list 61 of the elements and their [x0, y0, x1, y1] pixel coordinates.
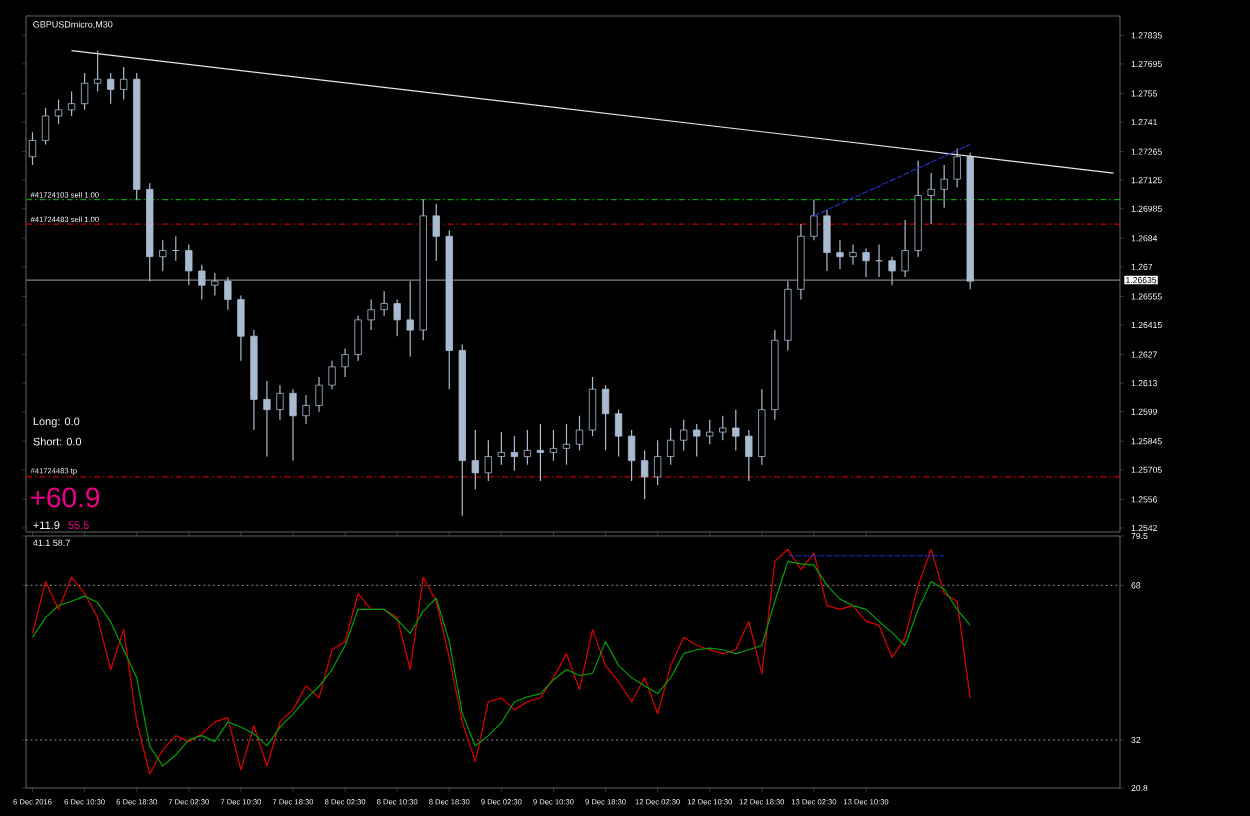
candlestick: [719, 415, 727, 441]
candlestick: [862, 247, 870, 278]
candlestick: [354, 315, 362, 362]
candlestick: [224, 276, 232, 311]
candlestick: [536, 423, 545, 482]
candlestick: [836, 239, 844, 270]
candlestick: [302, 394, 310, 425]
candlestick: [510, 435, 519, 472]
candlestick: [549, 429, 558, 462]
candlestick: [927, 172, 935, 225]
candlestick: [823, 209, 831, 272]
candlestick: [849, 243, 857, 266]
candlestick: [41, 107, 50, 146]
candlestick: [380, 290, 388, 317]
candlestick: [211, 272, 219, 297]
candlestick: [328, 360, 336, 390]
candlestick: [263, 380, 271, 458]
candlestick: [601, 384, 610, 452]
candlestick: [315, 376, 323, 413]
candlestick: [237, 294, 245, 362]
candlestick: [107, 72, 115, 105]
candlestick: [653, 439, 662, 486]
candlestick: [367, 298, 375, 331]
candlestick: [667, 427, 675, 466]
candlestick: [588, 376, 597, 437]
candlestick: [614, 409, 623, 458]
candlestick: [627, 429, 636, 482]
candlestick: [523, 429, 532, 466]
candlestick: [276, 384, 284, 421]
candlestick: [67, 90, 76, 117]
candlestick: [54, 99, 63, 125]
candlestick: [953, 147, 961, 188]
candlestick: [810, 198, 818, 241]
annotation: +60.9: [30, 487, 100, 508]
candlestick: [484, 439, 492, 482]
candlestick: [575, 415, 584, 452]
candlestick: [80, 72, 89, 111]
candlestick: [940, 164, 948, 209]
candlestick: [888, 256, 896, 286]
candlestick: [432, 203, 440, 262]
candlestick: [497, 431, 506, 466]
candlestick: [159, 239, 167, 272]
candlestick: [198, 264, 206, 301]
candlestick: [471, 429, 479, 490]
candlestick: [732, 409, 740, 452]
candlestick: [680, 419, 688, 452]
candlestick: [93, 50, 102, 93]
candlestick: [640, 449, 649, 500]
candlestick: [406, 280, 414, 358]
candlestick: [901, 219, 909, 278]
candlestick: [289, 388, 297, 462]
candlestick: [28, 131, 37, 166]
candlestick: [758, 388, 766, 466]
candlestick: [693, 423, 701, 458]
candlestick: [120, 66, 128, 101]
candlestick: [185, 243, 193, 286]
candlestick: [393, 298, 401, 337]
candlestick: [706, 419, 714, 445]
candlestick: [745, 429, 753, 482]
candlestick: [562, 423, 571, 466]
candlestick: [341, 347, 349, 378]
